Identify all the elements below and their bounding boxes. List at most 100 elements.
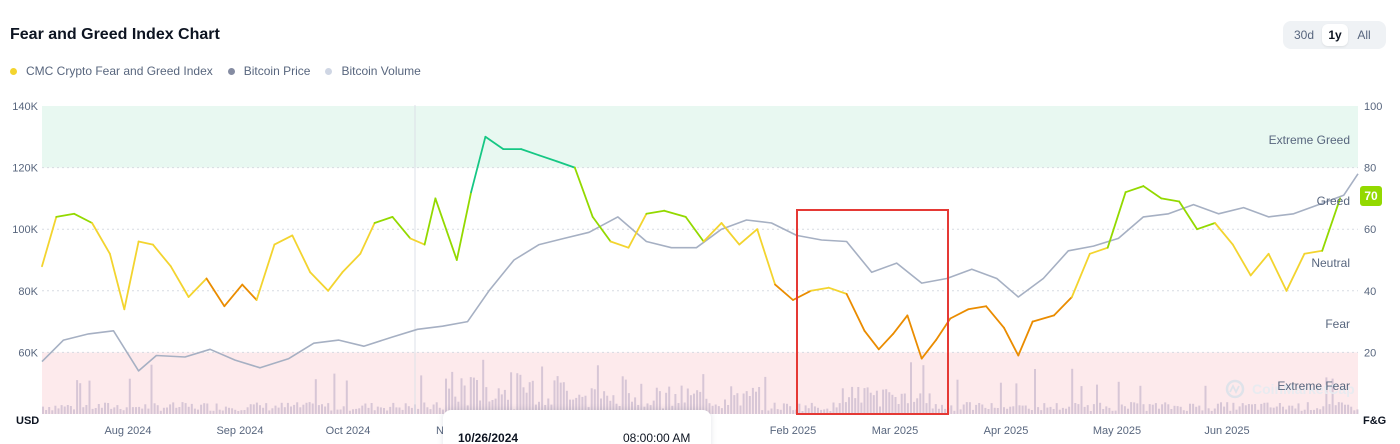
volume-bar [528,382,531,414]
fear-greed-segment [341,252,362,274]
legend-dot-bitcoin-volume [325,67,333,75]
legend-item-bitcoin-price[interactable]: Bitcoin Price [227,64,310,78]
y-tick-label-left: 140K [12,101,38,113]
volume-bar [569,399,571,414]
volume-bar [327,403,330,414]
volume-bar [720,408,723,414]
volume-bar [1030,410,1033,414]
volume-bar [1291,405,1294,414]
volume-bar [984,407,987,414]
legend-item-bitcoin-volume[interactable]: Bitcoin Volume [325,64,421,78]
volume-bar [739,405,742,414]
y-tick-label-left: 100K [12,224,38,236]
volume-bar [916,398,919,414]
volume-bar [1285,409,1288,414]
volume-bar [410,407,413,414]
volume-bar [1089,411,1092,414]
volume-bar [172,402,175,414]
legend-item-fear-greed[interactable]: CMC Crypto Fear and Greed Index [10,64,213,78]
fear-greed-segment [877,332,894,351]
volume-bar [454,396,457,414]
fear-greed-segment [845,292,866,332]
range-all-button[interactable]: All [1357,28,1371,42]
volume-bar [950,405,953,414]
x-tick-label: Feb 2025 [770,425,816,437]
fear-greed-segment [556,160,576,169]
hover-tooltip: 10/26/2024 08:00:00 AM [443,410,711,444]
volume-bar [689,395,692,414]
fear-greed-segment [273,234,294,246]
volume-bar [835,407,838,414]
range-1y-button[interactable]: 1y [1322,24,1348,46]
volume-bar [429,409,432,414]
volume-bar [311,403,314,414]
volume-bar [153,403,156,414]
volume-bar [1356,409,1359,414]
volume-bar [593,389,596,414]
volume-bar [116,405,119,414]
fear-greed-segment [609,240,630,249]
volume-bar [562,382,565,414]
volume-bar [581,396,584,414]
volume-bar [882,389,885,414]
volume-bar [51,410,54,414]
volume-bar [776,409,779,414]
volume-bar [169,404,172,414]
volume-bar [510,372,513,414]
volume-bar [339,409,342,414]
volume-bar [1319,409,1322,414]
volume-bar [166,407,168,414]
volume-bar [246,407,249,414]
volume-bar [1220,402,1222,414]
x-tick-label: Sep 2024 [216,425,263,437]
fear-greed-segment [484,135,505,150]
volume-bar [441,409,444,414]
volume-bar [1313,409,1315,414]
volume-bar [748,396,751,414]
volume-bar [73,409,75,414]
volume-bar [538,401,540,414]
y-tick-label-left: 120K [12,163,38,175]
volume-bar [832,402,835,414]
range-30d-button[interactable]: 30d [1293,28,1315,42]
volume-bar [1189,403,1191,414]
volume-bar [1176,406,1179,414]
volume-bar [714,404,717,414]
volume-bar [869,392,872,414]
volume-bar [1294,408,1297,414]
fear-greed-segment [627,212,648,249]
volume-bar [1207,408,1210,414]
volume-bar [578,394,581,414]
volume-bar [624,379,627,414]
fear-greed-chart[interactable]: CoinMarketCap 140K 120K 100K 80K 60K USD 100 8… [0,95,1400,444]
volume-bar [770,408,773,414]
volume-bar [1244,405,1247,414]
volume-bar [1024,405,1027,414]
fear-greed-segment [738,228,759,246]
volume-bar [627,393,630,414]
volume-bar [1288,405,1291,414]
volume-bar [993,407,996,414]
volume-bar [401,409,404,414]
fear-greed-segment [774,283,794,301]
volume-bar [389,406,392,414]
volume-bar [671,405,674,414]
volume-bar [1040,410,1043,414]
volume-bar [804,405,807,414]
fear-greed-segment [1214,222,1234,246]
y-axis-unit-left: USD [16,415,39,427]
volume-bar [999,382,1002,414]
volume-bar [686,388,689,414]
volume-bar [57,408,60,414]
fear-greed-segment [1003,326,1020,357]
volume-bar [990,403,993,414]
volume-bar [63,406,66,414]
volume-bar [1347,404,1350,414]
fear-greed-segment [223,283,244,308]
grid-lines [42,167,1358,353]
volume-bar [503,389,506,414]
volume-bar [370,403,373,414]
volume-bar [674,394,677,414]
volume-bar [851,386,854,414]
fear-greed-segment [1267,252,1288,292]
